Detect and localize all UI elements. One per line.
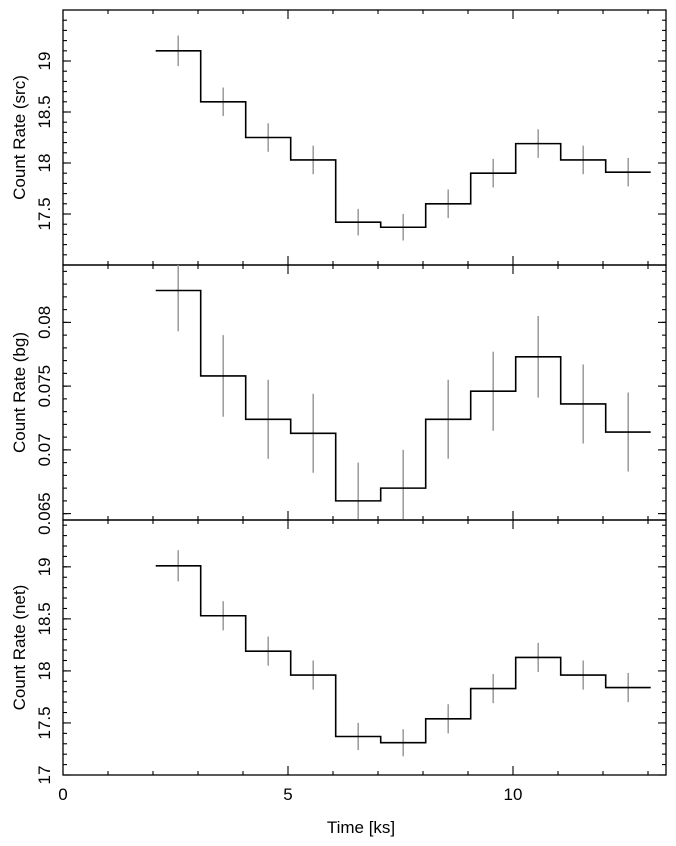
y-axis-label: Count Rate (net) [10, 585, 29, 711]
data-layer [155, 265, 651, 520]
y-axis-label: Count Rate (src) [10, 75, 29, 200]
panel-source: 17.5 18 18.5 19 Count Rate (src) [10, 9, 667, 266]
y-tick-label: 17.5 [35, 706, 54, 739]
y-tick-label: 17 [35, 766, 54, 785]
data-layer [155, 550, 651, 757]
y-tick-label: 0.075 [35, 365, 54, 408]
step-series [155, 289, 651, 502]
y-tick-label: 18 [35, 154, 54, 173]
y-tick-label: 17.5 [35, 197, 54, 230]
step-series [155, 564, 651, 744]
y-tick-label: 19 [35, 557, 54, 576]
y-tick-label: 18.5 [35, 602, 54, 635]
plot-frame [62, 9, 667, 266]
y-axis-label: Count Rate (bg) [10, 332, 29, 453]
data-layer [155, 35, 651, 241]
y-tick-label: 18 [35, 661, 54, 680]
y-tick-label: 0.07 [35, 433, 54, 466]
panel-background: 0.065 0.07 0.075 0.08 Count Rate (bg) [10, 264, 667, 535]
y-tick-label: 0.08 [35, 306, 54, 339]
x-tick-label: 10 [504, 785, 523, 804]
x-tick-label: 5 [283, 785, 292, 804]
y-tick-label: 0.065 [35, 492, 54, 535]
x-axis-label: Time [ks] [327, 818, 395, 837]
panel-net: 17 17.5 18 18.5 19 Count Rate (net) 0 5 10 [10, 519, 667, 804]
x-tick-label: 0 [58, 785, 67, 804]
plot-frame [62, 264, 667, 521]
y-tick-label: 18.5 [35, 95, 54, 128]
plot-frame [62, 519, 667, 776]
y-tick-label: 19 [35, 52, 54, 71]
step-series [155, 50, 651, 229]
